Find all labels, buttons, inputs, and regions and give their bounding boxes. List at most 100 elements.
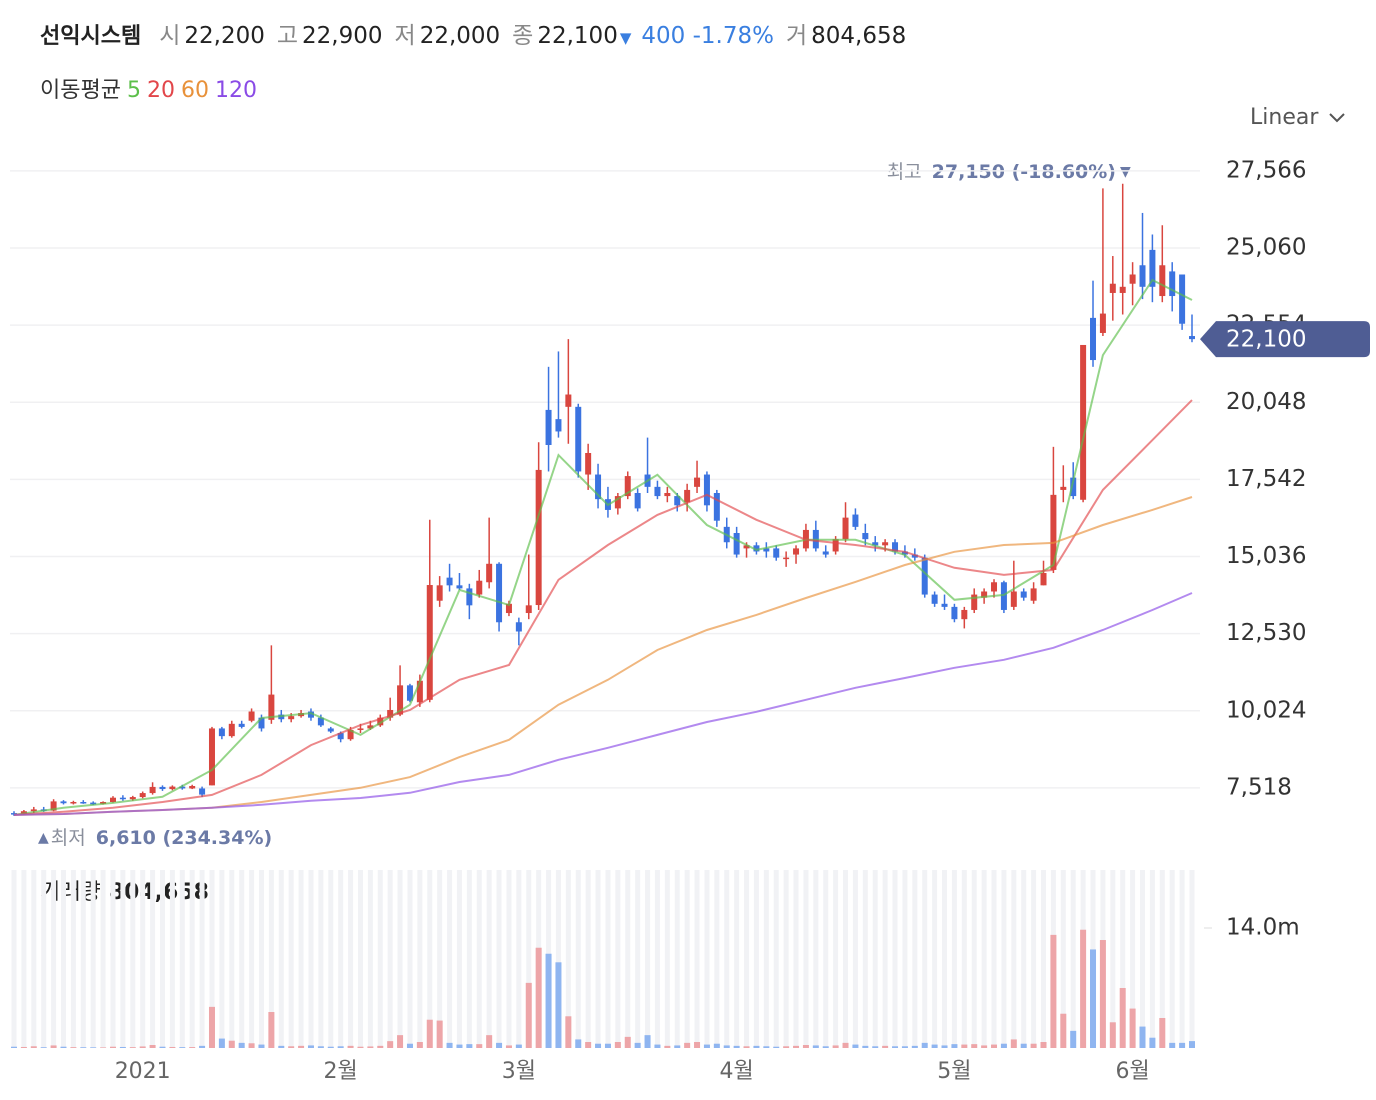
volume-stripe: [704, 870, 710, 1048]
scale-button[interactable]: Linear: [1250, 105, 1345, 130]
volume-bar: [654, 1044, 661, 1048]
volume-bar: [1090, 949, 1097, 1048]
candle-body: [436, 585, 443, 601]
volume-bar: [139, 1046, 146, 1048]
candle-body: [901, 551, 908, 555]
volume-bar: [971, 1044, 978, 1048]
volume-stripe: [1011, 870, 1017, 1048]
volume-bar: [199, 1045, 206, 1048]
volume-bar: [515, 1044, 522, 1048]
candle-body: [1139, 265, 1146, 287]
volume-stripe: [872, 870, 878, 1048]
candle-body: [941, 603, 948, 607]
volume-stripe: [476, 870, 482, 1048]
volume-stripe: [773, 870, 779, 1048]
volume-bar: [1159, 1018, 1166, 1048]
volume-stripe: [437, 870, 443, 1048]
volume-stripe: [526, 870, 532, 1048]
candle-body: [397, 685, 404, 715]
candle-body: [753, 545, 760, 552]
volume-bar: [713, 1043, 720, 1048]
volume-stripe: [169, 870, 175, 1048]
volume-bar: [1129, 1008, 1136, 1048]
volume-bar: [525, 982, 532, 1048]
volume-stripe: [971, 870, 977, 1048]
volume-stripe: [951, 870, 957, 1048]
volume-stripe: [496, 870, 502, 1048]
volume-stripe: [268, 870, 274, 1048]
volume-stripe: [833, 870, 839, 1048]
volume-stripe: [555, 870, 561, 1048]
volume-stripe: [21, 870, 27, 1048]
candle-body: [664, 493, 671, 497]
volume-stripe: [922, 870, 928, 1048]
volume-bar: [852, 1044, 859, 1048]
candle-body: [703, 474, 710, 506]
last-price-tag: [1200, 321, 1370, 358]
volume-bar: [882, 1045, 889, 1048]
y-tick-label: 20,048: [1226, 389, 1306, 415]
volume-stripe: [179, 870, 185, 1048]
candle-body: [129, 797, 136, 800]
candle-body: [545, 409, 552, 445]
candle-body: [733, 533, 740, 555]
candle-body: [179, 786, 186, 789]
volume-bar: [664, 1045, 671, 1048]
volume-bar: [298, 1045, 305, 1048]
field-value: 22,000: [419, 23, 501, 49]
candle-body: [713, 493, 720, 521]
ma-line: [13, 278, 1193, 816]
volume-bar: [614, 1042, 621, 1048]
volume-bar: [1020, 1043, 1027, 1048]
candle-body: [654, 486, 661, 497]
volume-bar: [1030, 1043, 1037, 1048]
volume-bar: [951, 1044, 958, 1048]
ma-legend-entry: 20: [146, 78, 175, 103]
candle-body: [109, 797, 116, 802]
volume-stripe: [1021, 870, 1027, 1048]
field-label: 종: [512, 23, 534, 49]
volume-stripe: [51, 870, 57, 1048]
volume-stripe: [1179, 870, 1185, 1048]
candle-body: [1010, 591, 1017, 607]
candle-body: [377, 717, 384, 726]
scale-button-label[interactable]: Linear: [1250, 105, 1319, 130]
candle-body: [832, 539, 839, 552]
volume-stripe: [793, 870, 799, 1048]
candle-body: [416, 680, 423, 703]
volume-stripe: [159, 870, 165, 1048]
candle-body: [387, 709, 394, 718]
candle-body: [149, 786, 156, 794]
volume-bar: [1169, 1042, 1176, 1048]
volume-bar: [109, 1046, 116, 1048]
chevron-icon[interactable]: [1329, 113, 1345, 123]
candle-body: [30, 809, 37, 812]
ma-legend-entry: 5: [126, 78, 141, 103]
volume-bar: [70, 1047, 77, 1048]
volume-bar: [218, 1038, 225, 1048]
tag-layer: 22,100: [1200, 321, 1370, 358]
volume-bar: [179, 1047, 186, 1048]
low-text: 6,610 (234.34%): [96, 827, 272, 849]
volume-bar: [496, 1042, 503, 1048]
candle-body: [1000, 582, 1007, 610]
volume-stripe: [823, 870, 829, 1048]
volume-stripe: [70, 870, 76, 1048]
candle-body: [199, 788, 206, 795]
candle-body: [189, 785, 196, 789]
volume-bar: [307, 1045, 314, 1048]
y-tick-label: 7,518: [1226, 774, 1292, 800]
candle-body: [1129, 274, 1136, 284]
candle-body: [575, 406, 582, 472]
volume-stripe: [961, 870, 967, 1048]
candle-body: [773, 548, 780, 558]
y-tick-label: 27,566: [1226, 157, 1306, 183]
volume-bar: [763, 1046, 770, 1048]
volume-stripe: [377, 870, 383, 1048]
candle-body: [1070, 477, 1077, 497]
volume-stripe: [991, 870, 997, 1048]
volume-stripe: [417, 870, 423, 1048]
candle-body: [70, 801, 77, 804]
y-tick-label: 10,024: [1226, 697, 1306, 723]
stock-name: 선익시스템: [40, 24, 142, 49]
